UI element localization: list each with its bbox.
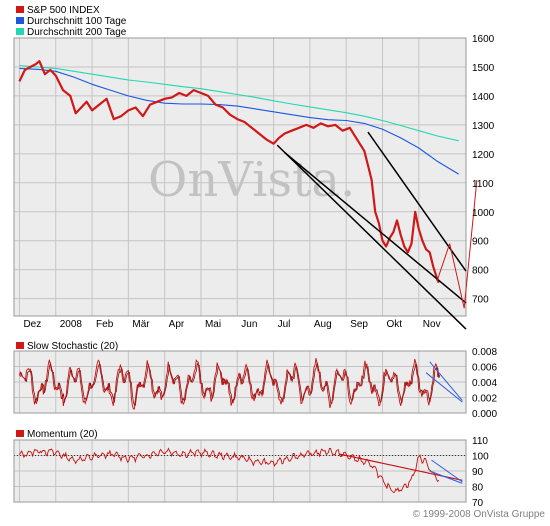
price-y-tick-label: 1600 bbox=[472, 34, 495, 45]
copyright: © 1999-2008 OnVista Gruppe bbox=[413, 509, 546, 520]
stochastic-frame bbox=[13, 350, 467, 414]
legend-label: Momentum (20) bbox=[27, 429, 98, 440]
momentum-trend-line bbox=[431, 459, 463, 483]
projection-line bbox=[436, 243, 451, 282]
projection-line bbox=[449, 243, 465, 309]
price-y-tick-label: 700 bbox=[472, 295, 489, 306]
price-series-group bbox=[18, 60, 459, 284]
price-x-tick-label: Dez bbox=[23, 319, 41, 330]
legend-label: Slow Stochastic (20) bbox=[27, 341, 118, 352]
legend-label: Durchschnitt 100 Tage bbox=[27, 16, 127, 27]
stochastic-y-tick-label: 0.008 bbox=[472, 347, 497, 358]
ma100-line bbox=[19, 67, 459, 175]
price-y-axis: 1600 1500 1400 1300 1200 1100 1000 900 800 700 bbox=[472, 34, 495, 306]
projection-line bbox=[463, 179, 478, 309]
price-y-tick-label: 1000 bbox=[472, 208, 495, 219]
legend-label: S&P 500 INDEX bbox=[27, 5, 100, 16]
momentum-frame bbox=[13, 439, 467, 503]
price-y-tick-label: 1400 bbox=[472, 92, 495, 103]
price-x-tick-label: Apr bbox=[169, 319, 185, 330]
stochastic-y-tick-label: 0.000 bbox=[472, 409, 497, 420]
momentum-y-tick-label: 100 bbox=[472, 452, 489, 463]
price-x-tick-label: Jul bbox=[278, 319, 291, 330]
legend-swatch bbox=[16, 28, 24, 35]
trend-channel-line bbox=[367, 131, 467, 272]
legend-swatch bbox=[16, 6, 24, 13]
price-x-tick-label: Feb bbox=[96, 319, 114, 330]
price-x-tick-label: Okt bbox=[386, 319, 402, 330]
stochastic-trend-line bbox=[429, 361, 463, 401]
momentum-y-axis: 110 100 90 80 70 bbox=[472, 436, 489, 509]
price-x-tick-label: Mär bbox=[132, 319, 150, 330]
trend-channel-line bbox=[283, 151, 467, 304]
momentum-legend: Momentum (20) bbox=[16, 429, 98, 440]
momentum-line bbox=[19, 447, 440, 493]
price-x-tick-label: Sep bbox=[350, 319, 368, 330]
watermark: OnVista. bbox=[148, 152, 355, 208]
stochastic-y-tick-label: 0.004 bbox=[472, 378, 497, 389]
price-x-tick-label: Nov bbox=[423, 319, 441, 330]
stochastic-line bbox=[18, 358, 440, 410]
momentum-y-tick-label: 80 bbox=[472, 483, 484, 494]
price-y-tick-label: 1100 bbox=[472, 179, 494, 190]
price-x-tick-label: 2008 bbox=[60, 319, 83, 330]
price-x-tick-label: Aug bbox=[314, 319, 332, 330]
price-y-tick-label: 1200 bbox=[472, 150, 495, 161]
stochastic-y-tick-label: 0.006 bbox=[472, 363, 497, 374]
stochastic-trend-line bbox=[425, 372, 463, 403]
price-y-tick-label: 900 bbox=[472, 237, 489, 248]
stochastic-y-axis: 0.008 0.006 0.004 0.002 0.000 bbox=[472, 347, 497, 420]
price-y-tick-label: 1300 bbox=[472, 121, 495, 132]
legend-swatch bbox=[16, 430, 24, 437]
legend-label: Durchschnitt 200 Tage bbox=[27, 27, 127, 38]
price-x-axis: Dez 2008 Feb Mär Apr Mai Jun Jul Aug Sep Okt Nov bbox=[23, 319, 440, 330]
ma200-line bbox=[19, 64, 459, 142]
price-y-tick-label: 1500 bbox=[472, 63, 495, 74]
legend-swatch bbox=[16, 17, 24, 24]
price-line bbox=[18, 60, 440, 284]
stochastic-series-group bbox=[18, 358, 463, 410]
price-x-tick-label: Mai bbox=[205, 319, 221, 330]
momentum-y-tick-label: 90 bbox=[472, 467, 484, 478]
price-y-tick-label: 800 bbox=[472, 266, 489, 277]
price-x-tick-label: Jun bbox=[241, 319, 257, 330]
momentum-series-group bbox=[19, 447, 463, 493]
stochastic-legend: Slow Stochastic (20) bbox=[16, 341, 118, 352]
momentum-y-tick-label: 110 bbox=[472, 436, 488, 447]
stochastic-y-tick-label: 0.002 bbox=[472, 394, 497, 405]
momentum-trend-line bbox=[429, 470, 463, 484]
trend-lines bbox=[276, 131, 478, 330]
legend-swatch bbox=[16, 342, 24, 349]
trend-channel-line bbox=[276, 144, 467, 330]
price-frame bbox=[13, 37, 467, 317]
momentum-y-tick-label: 70 bbox=[472, 498, 484, 509]
